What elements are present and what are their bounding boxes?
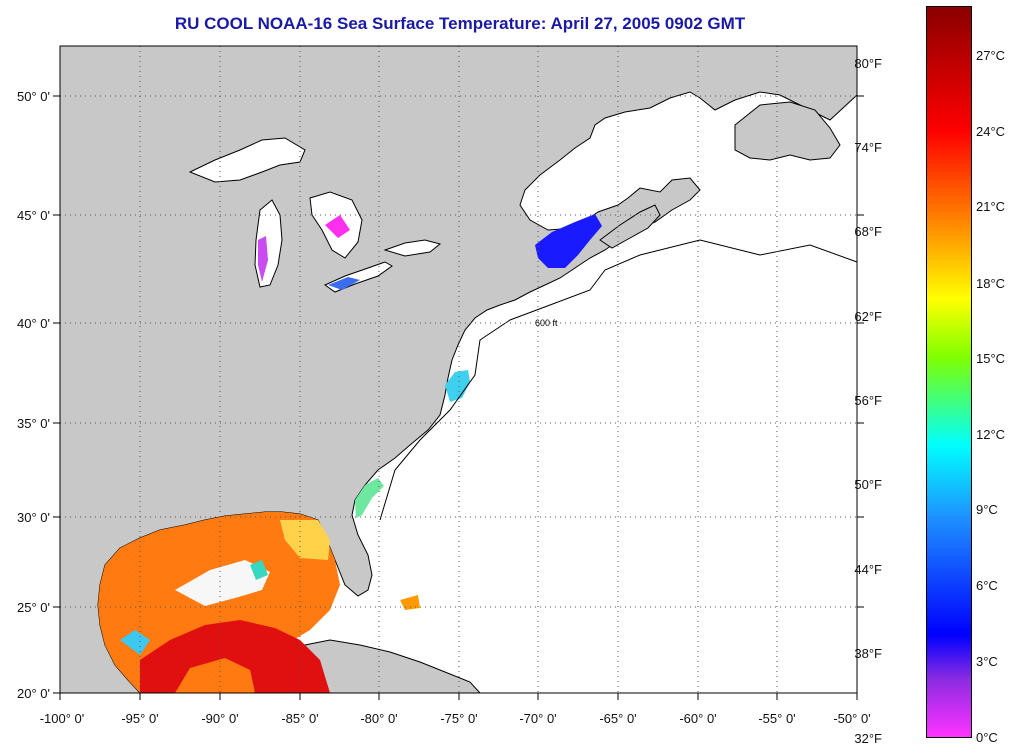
c-label-6: 6°C [976, 578, 998, 593]
lon-label-75: -75° 0' [440, 711, 478, 726]
lake-ontario [383, 239, 442, 257]
gulf-of-maine-sst [535, 214, 602, 268]
c-label-18: 18°C [976, 276, 1006, 291]
c-label-9: 9°C [976, 502, 998, 517]
c-label-15: 15°C [976, 351, 1006, 366]
bathymetry-contour [379, 239, 858, 521]
axis-ticks [53, 95, 864, 700]
gulf-sst-cool-patch-2 [250, 560, 268, 580]
lat-label-40: 40° 0' [17, 316, 50, 331]
f-label-80: 80°F [854, 56, 882, 71]
lon-label-70: -70° 0' [519, 711, 557, 726]
gulf-sst-hot-south [140, 620, 330, 693]
f-label-32: 32°F [854, 731, 882, 746]
f-label-56: 56°F [854, 393, 882, 408]
lon-label-80: -80° 0' [360, 711, 398, 726]
lon-label-85: -85° 0' [281, 711, 319, 726]
c-label-21: 21°C [976, 199, 1006, 214]
c-label-24: 24°C [976, 124, 1006, 139]
coastal-sst [258, 214, 602, 610]
lon-label-100: -100° 0' [39, 711, 85, 726]
lat-label-20: 20° 0' [17, 686, 50, 701]
lake-erie-sst [328, 277, 360, 290]
lon-label-65: -65° 0' [599, 711, 637, 726]
lon-label-50: -50° 0' [833, 711, 871, 726]
lat-label-35: 35° 0' [17, 416, 50, 431]
lon-label-95: -95° 0' [121, 711, 159, 726]
southeast-coast-sst [355, 478, 384, 518]
gulf-sst-east-warm [280, 520, 330, 560]
great-lakes [188, 137, 442, 293]
green-bay-sst [325, 215, 350, 238]
f-label-50: 50°F [854, 477, 882, 492]
lon-label-55: -55° 0' [758, 711, 796, 726]
f-label-74: 74°F [854, 140, 882, 155]
mid-atlantic-sst [445, 370, 470, 402]
gulf-sst-cool-patch [120, 630, 150, 655]
lon-label-90: -90° 0' [201, 711, 239, 726]
lon-label-60: -60° 0' [679, 711, 717, 726]
land-newfoundland [734, 101, 841, 161]
lat-label-45: 45° 0' [17, 208, 50, 223]
lake-michigan-sst [258, 236, 268, 282]
f-label-38: 38°F [854, 646, 882, 661]
f-label-68: 68°F [854, 224, 882, 239]
c-label-12: 12°C [976, 427, 1006, 442]
c-label-0: 0°C [976, 730, 998, 745]
map-title: RU COOL NOAA-16 Sea Surface Temperature:… [174, 14, 746, 33]
c-label-3: 3°C [976, 654, 998, 669]
temperature-colorbar [926, 6, 972, 738]
bahamas-sst [400, 595, 420, 610]
lat-label-25: 25° 0' [17, 600, 50, 615]
c-label-27: 27°C [976, 48, 1006, 63]
gulf-sst-cloud [175, 560, 270, 606]
f-label-62: 62°F [854, 309, 882, 324]
f-label-44: 44°F [854, 562, 882, 577]
bathymetry-label: 600 ft [535, 318, 558, 328]
lat-label-30: 30° 0' [17, 510, 50, 525]
lat-label-50: 50° 0' [17, 89, 50, 104]
gulf-sst-field [98, 512, 340, 693]
lake-superior [188, 137, 306, 183]
